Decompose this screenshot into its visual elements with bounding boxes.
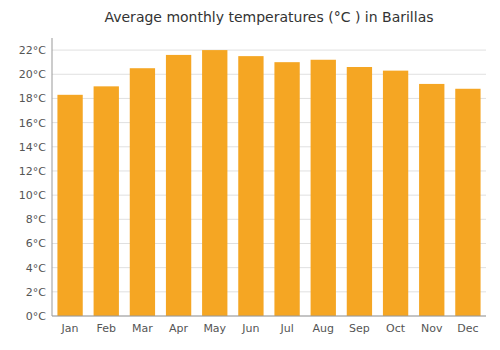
bar bbox=[347, 67, 372, 316]
x-axis-line bbox=[52, 316, 486, 317]
bar bbox=[94, 86, 119, 316]
x-tick-label: Dec bbox=[457, 322, 478, 335]
y-axis: 0°C 2°C 4°C 6°C 8°C 10°C 12°C 14°C 16°C 18°C 20°C 2… bbox=[19, 44, 486, 323]
bar bbox=[274, 62, 299, 316]
y-tick-label: 10°C bbox=[19, 189, 46, 202]
title: Average monthly temperatures (°C ) in Ba… bbox=[104, 9, 433, 25]
y-tick-label: 20°C bbox=[19, 68, 46, 81]
x-tick-label: Aug bbox=[313, 322, 334, 335]
y-axis-line bbox=[52, 38, 53, 316]
grid-line bbox=[52, 74, 486, 75]
y-tick-label: 18°C bbox=[19, 92, 46, 105]
chart: Average monthly temperatures (°C ) in Ba… bbox=[0, 0, 500, 350]
y-tick-label: 12°C bbox=[19, 165, 46, 178]
grid-line bbox=[52, 50, 486, 51]
bar bbox=[383, 71, 408, 316]
y-tick-label: 22°C bbox=[19, 44, 46, 57]
y-tick-label: 2°C bbox=[26, 286, 46, 299]
x-tick-label: Jul bbox=[279, 322, 293, 335]
x-tick-label: Mar bbox=[132, 322, 153, 335]
bar bbox=[57, 95, 82, 316]
y-tick-label: 4°C bbox=[26, 262, 46, 275]
y-tick-label: 0°C bbox=[26, 310, 46, 323]
x-tick-label: Apr bbox=[169, 322, 189, 335]
y-tick-label: 16°C bbox=[19, 117, 46, 130]
x-tick-label: Feb bbox=[97, 322, 116, 335]
y-tick-label: 6°C bbox=[26, 237, 46, 250]
grid-line bbox=[52, 316, 486, 317]
x-tick-label: May bbox=[203, 322, 226, 335]
x-tick-label: Jun bbox=[241, 322, 259, 335]
bar bbox=[419, 84, 444, 316]
bar bbox=[202, 50, 227, 316]
x-tick-label: Oct bbox=[386, 322, 406, 335]
bar bbox=[311, 60, 336, 316]
y-tick-label: 14°C bbox=[19, 141, 46, 154]
bar bbox=[166, 55, 191, 316]
x-tick-label: Jan bbox=[61, 322, 79, 335]
bar bbox=[238, 56, 263, 316]
x-tick-label: Sep bbox=[349, 322, 370, 335]
x-axis: Jan Feb Mar Apr May Jun Jul Aug Sep Oct Nov Dec bbox=[61, 322, 479, 335]
x-tick-label: Nov bbox=[421, 322, 443, 335]
bars bbox=[57, 50, 480, 316]
bar bbox=[130, 68, 155, 316]
y-tick-label: 8°C bbox=[26, 213, 46, 226]
bar bbox=[455, 89, 480, 316]
